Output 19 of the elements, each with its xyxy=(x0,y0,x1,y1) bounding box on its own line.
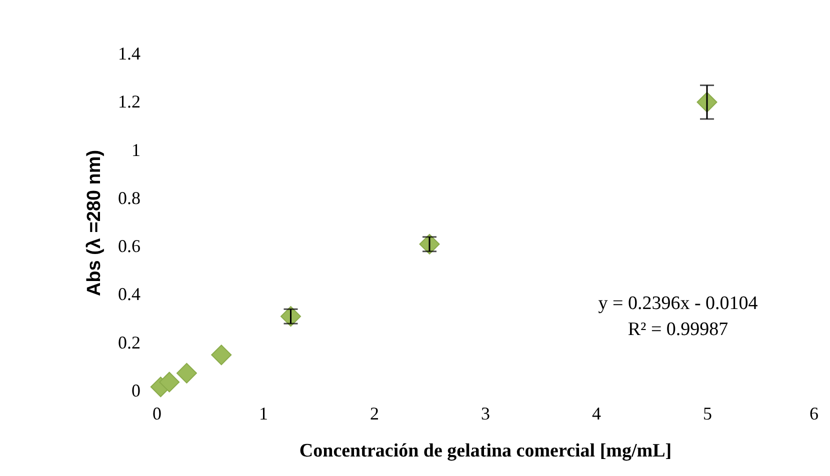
x-tick-label: 0 xyxy=(152,404,162,424)
x-tick-label: 2 xyxy=(370,404,379,424)
x-tick-label: 6 xyxy=(810,404,818,424)
y-tick-label: 0.4 xyxy=(118,284,140,304)
annotation: y = 0.2396x - 0.0104 xyxy=(598,293,758,314)
y-tick-label: 0.8 xyxy=(118,188,140,208)
x-axis-title: Concentración de gelatina comercial [mg/mL] xyxy=(299,440,672,462)
x-tick-label: 5 xyxy=(703,404,712,424)
x-tick-label: 3 xyxy=(481,404,490,424)
y-tick-label: 1 xyxy=(132,140,140,160)
y-tick-label: 0 xyxy=(132,380,140,400)
y-tick-label: 1.4 xyxy=(118,44,140,64)
annotation: R² = 0.99987 xyxy=(628,319,728,340)
y-axis-title: Abs (λ =280 nm) xyxy=(84,150,105,296)
y-tick-label: 0.2 xyxy=(118,332,140,352)
y-tick-label: 0.6 xyxy=(118,236,140,256)
y-tick-label: 1.2 xyxy=(118,92,140,112)
x-tick-label: 4 xyxy=(592,404,601,424)
x-tick-label: 1 xyxy=(259,404,268,424)
